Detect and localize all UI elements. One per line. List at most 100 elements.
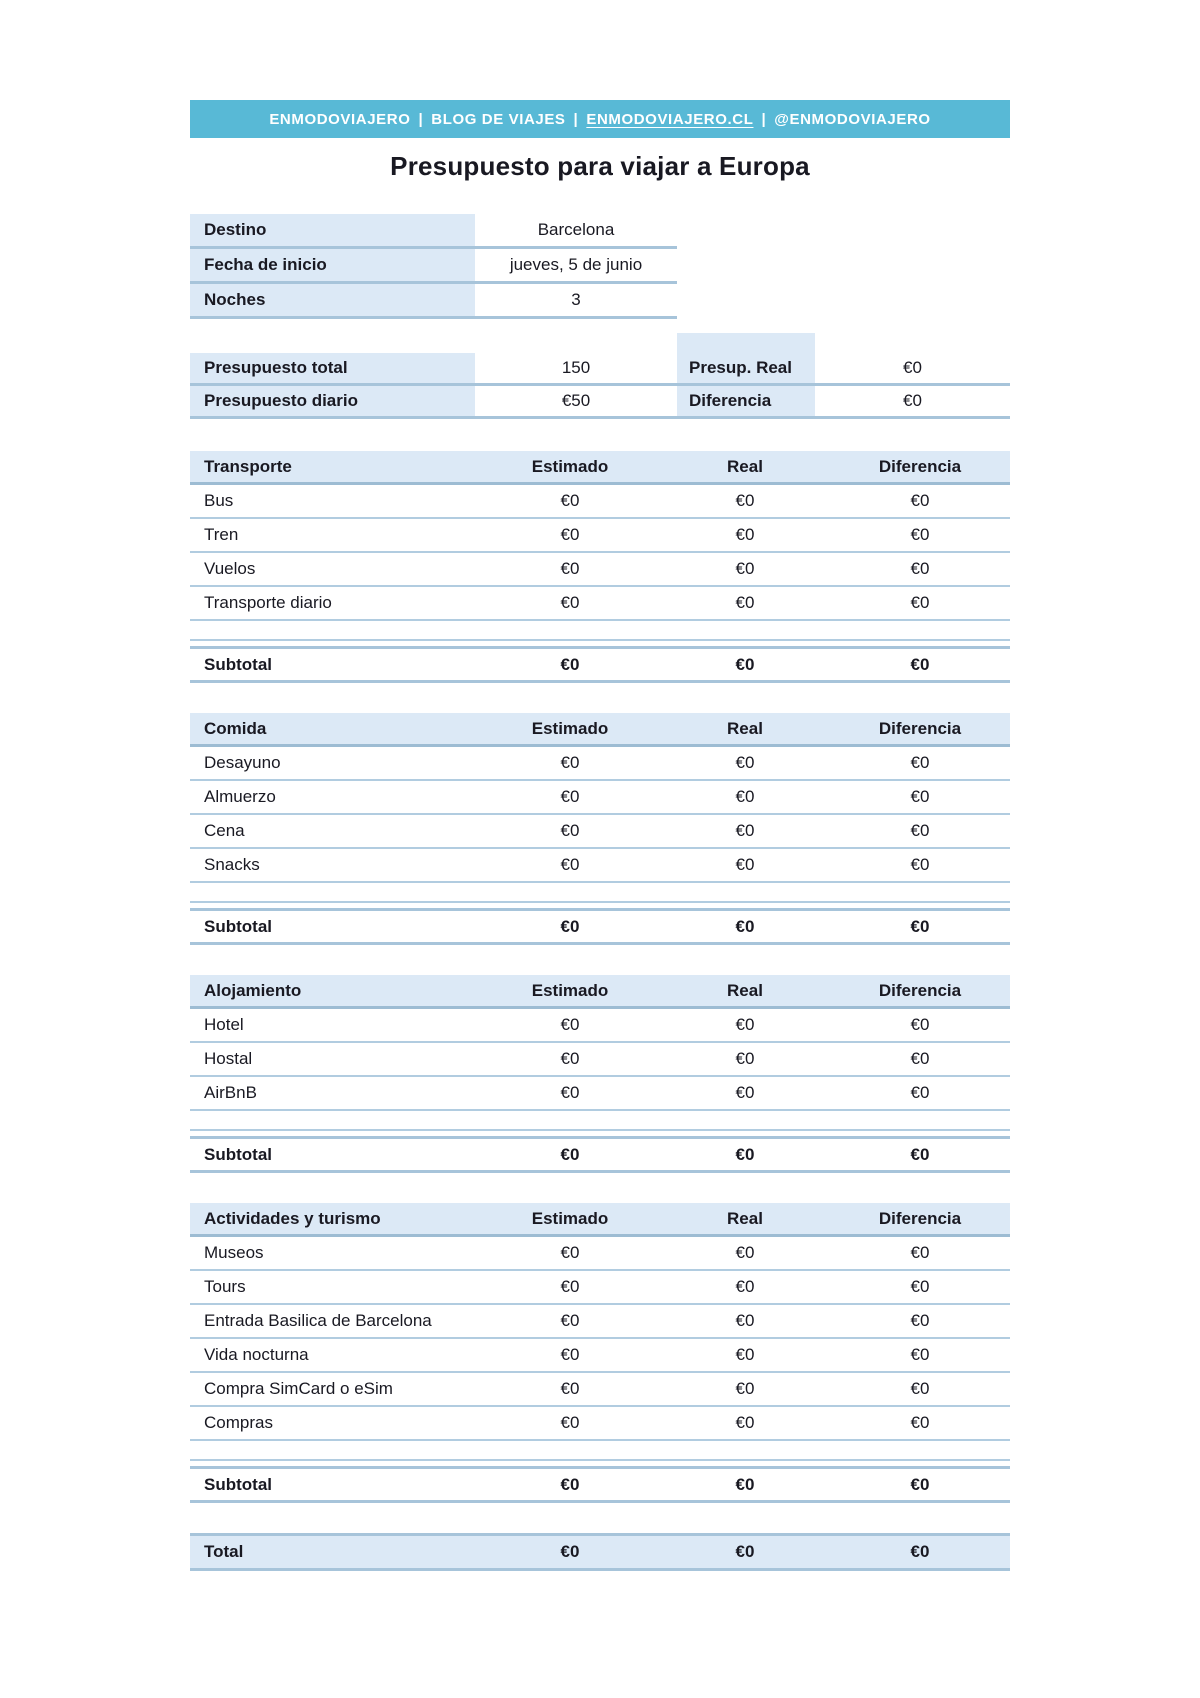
expense-row: Cena €0 €0 €0 <box>190 815 1010 849</box>
trip-info-value: jueves, 5 de junio <box>509 255 643 274</box>
expense-value: €0 <box>735 559 755 578</box>
subtotal-value: €0 <box>560 1144 580 1164</box>
expense-value: €0 <box>910 525 930 544</box>
expense-label: Tours <box>204 1277 246 1296</box>
total-value: €0 <box>910 1542 930 1561</box>
expense-label: Tren <box>204 525 239 544</box>
summary-label-left: Presupuesto total <box>190 353 475 383</box>
expense-row: Entrada Basilica de Barcelona €0 €0 €0 <box>190 1305 1010 1339</box>
blank-spacer-row <box>190 883 1010 903</box>
subtotal-row: Subtotal €0 €0 €0 <box>190 1136 1010 1173</box>
expense-value: €0 <box>910 1345 930 1364</box>
column-header-diferencia: Diferencia <box>878 1208 962 1228</box>
section-header-row: Transporte Estimado Real Diferencia <box>190 451 1010 485</box>
column-header-estimado: Estimado <box>531 980 609 1000</box>
expense-label: Hotel <box>204 1015 244 1034</box>
banner-text-part: ENMODOVIAJERO <box>269 110 411 128</box>
subtotal-value: €0 <box>910 654 930 674</box>
expense-row: Tren €0 €0 €0 <box>190 519 1010 553</box>
total-row: Total €0 €0 €0 <box>190 1533 1010 1571</box>
expense-label: Compras <box>204 1413 273 1432</box>
expense-value: €0 <box>560 1413 580 1432</box>
expense-value: €0 <box>910 753 930 772</box>
column-header-estimado: Estimado <box>531 718 609 738</box>
expense-label: Transporte diario <box>204 593 332 612</box>
column-header-real: Real <box>727 1208 763 1228</box>
expense-label: Museos <box>204 1243 264 1262</box>
document-content: ENMODOVIAJERO | BLOG DE VIAJES | ENMODOVIAJE… <box>190 100 1010 1571</box>
subtotal-value: €0 <box>735 916 755 936</box>
section-transporte: Transporte Estimado Real Diferencia Bus €0 €0 €… <box>190 451 1010 683</box>
trip-info-table: Destino Barcelona Fecha de inicio jueves, 5… <box>190 214 677 319</box>
expense-value: €0 <box>910 593 930 612</box>
expense-row: Compras €0 €0 €0 <box>190 1407 1010 1441</box>
expense-row: Compra SimCard o eSim €0 €0 €0 <box>190 1373 1010 1407</box>
expense-value: €0 <box>735 1243 755 1262</box>
expense-row: Museos €0 €0 €0 <box>190 1237 1010 1271</box>
subtotal-value: €0 <box>735 1144 755 1164</box>
expense-label: Desayuno <box>204 753 281 772</box>
expense-value: €0 <box>735 491 755 510</box>
subtotal-value: €0 <box>735 654 755 674</box>
expense-label: Hostal <box>204 1049 253 1068</box>
expense-value: €0 <box>735 1413 755 1432</box>
expense-value: €0 <box>735 1345 755 1364</box>
budget-summary-table: Presupuesto total 150 Presup. Real €0 Presup… <box>190 353 1010 419</box>
expense-row: Hotel €0 €0 €0 <box>190 1009 1010 1043</box>
expense-value: €0 <box>910 787 930 806</box>
section-actividades-y-turismo: Actividades y turismo Estimado Real Diferen… <box>190 1203 1010 1503</box>
expense-value: €0 <box>735 593 755 612</box>
expense-value: €0 <box>735 1311 755 1330</box>
summary-label-left: Presupuesto diario <box>190 386 475 416</box>
header-banner: ENMODOVIAJERO | BLOG DE VIAJES | ENMODOVIAJE… <box>190 100 1010 138</box>
expense-value: €0 <box>560 525 580 544</box>
expense-value: €0 <box>735 855 755 874</box>
expense-value: €0 <box>560 1311 580 1330</box>
trip-info-label: Noches <box>190 284 475 316</box>
expense-sections: Transporte Estimado Real Diferencia Bus €0 €0 €… <box>190 451 1010 1503</box>
summary-value-left: €50 <box>561 391 591 410</box>
subtotal-label: Subtotal <box>204 916 272 936</box>
trip-info-row: Destino Barcelona <box>190 214 677 249</box>
subtotal-label: Subtotal <box>204 1474 272 1494</box>
subtotal-value: €0 <box>735 1474 755 1494</box>
expense-value: €0 <box>910 491 930 510</box>
expense-value: €0 <box>910 1049 930 1068</box>
expense-value: €0 <box>560 1345 580 1364</box>
trip-info-value: 3 <box>571 290 581 309</box>
banner-separator: | <box>418 110 424 128</box>
expense-value: €0 <box>910 1379 930 1398</box>
summary-value-right: €0 <box>903 358 922 377</box>
expense-row: Almuerzo €0 €0 €0 <box>190 781 1010 815</box>
section-header-row: Alojamiento Estimado Real Diferencia <box>190 975 1010 1009</box>
trip-info-label: Destino <box>190 214 475 246</box>
section-title: Alojamiento <box>204 980 302 1000</box>
subtotal-value: €0 <box>910 1144 930 1164</box>
subtotal-value: €0 <box>560 1474 580 1494</box>
section-alojamiento: Alojamiento Estimado Real Diferencia Hotel €0… <box>190 975 1010 1173</box>
expense-value: €0 <box>560 787 580 806</box>
expense-row: Hostal €0 €0 €0 <box>190 1043 1010 1077</box>
expense-row: Vuelos €0 €0 €0 <box>190 553 1010 587</box>
column-header-real: Real <box>727 718 763 738</box>
expense-value: €0 <box>735 1049 755 1068</box>
expense-value: €0 <box>910 855 930 874</box>
summary-label-right: Presup. Real <box>677 353 815 383</box>
summary-value-right: €0 <box>903 391 922 410</box>
expense-value: €0 <box>735 1277 755 1296</box>
expense-row: AirBnB €0 €0 €0 <box>190 1077 1010 1111</box>
subtotal-value: €0 <box>560 654 580 674</box>
summary-blue-stub-cell <box>677 333 815 353</box>
website-link[interactable]: ENMODOVIAJERO.CL <box>586 110 754 128</box>
expense-value: €0 <box>560 855 580 874</box>
expense-label: Compra SimCard o eSim <box>204 1379 393 1398</box>
blank-spacer-row <box>190 1441 1010 1461</box>
subtotal-row: Subtotal €0 €0 €0 <box>190 646 1010 683</box>
expense-value: €0 <box>735 525 755 544</box>
expense-label: Vida nocturna <box>204 1345 309 1364</box>
section-title: Comida <box>204 718 267 738</box>
section-comida: Comida Estimado Real Diferencia Desayuno €0 €0… <box>190 713 1010 945</box>
column-header-real: Real <box>727 456 763 476</box>
column-header-estimado: Estimado <box>531 1208 609 1228</box>
section-header-row: Comida Estimado Real Diferencia <box>190 713 1010 747</box>
